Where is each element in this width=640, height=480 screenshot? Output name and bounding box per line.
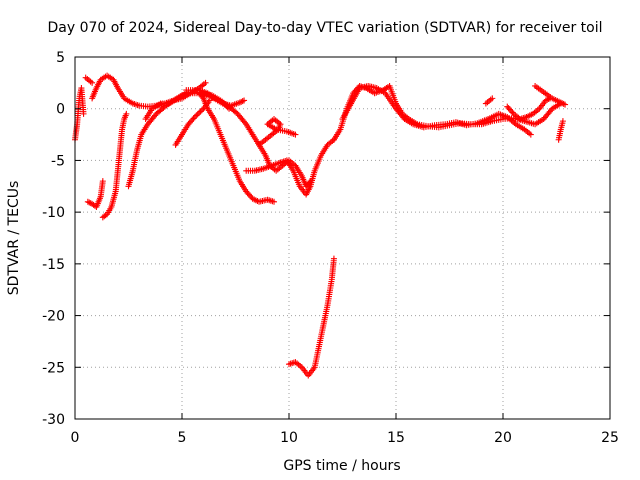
data-point [559, 100, 566, 107]
data-point [241, 97, 248, 104]
data-point [196, 109, 203, 116]
series-arc-09 [183, 87, 248, 109]
data-point [527, 131, 534, 138]
data-point [238, 98, 245, 105]
data-point [509, 109, 516, 116]
x-tick-label: 0 [71, 430, 80, 446]
y-tick-label: -30 [42, 412, 65, 428]
series-arc-12 [256, 116, 299, 148]
x-tick-label: 10 [280, 430, 298, 446]
data-point [84, 198, 91, 205]
data-point [542, 97, 549, 104]
data-point [193, 112, 200, 119]
data-point [202, 79, 209, 86]
chart-title: Day 070 of 2024, Sidereal Day-to-day VTE… [47, 20, 602, 36]
series-arc-18 [532, 82, 569, 108]
data-point [244, 189, 251, 196]
series-arc-19 [555, 118, 566, 143]
data-point [559, 118, 566, 125]
data-point [185, 121, 192, 128]
y-tick-label: 5 [56, 50, 65, 66]
data-point [562, 101, 569, 108]
data-point [186, 119, 193, 126]
axis-ticks [74, 56, 611, 420]
x-axis-label: GPS time / hours [283, 458, 400, 474]
plot-frame [74, 56, 611, 420]
series-arc-17 [504, 95, 554, 123]
data-marks [72, 72, 569, 379]
y-tick-label: -20 [42, 309, 65, 325]
data-point [187, 118, 194, 125]
data-point [199, 94, 206, 101]
data-point [247, 192, 254, 199]
data-point [160, 104, 167, 111]
data-point [243, 188, 250, 195]
x-tick-label: 25 [601, 430, 619, 446]
series-arc-05 [99, 110, 130, 221]
x-tick-label: 20 [494, 430, 512, 446]
data-point [99, 178, 106, 185]
grid [75, 57, 610, 419]
data-point [197, 108, 204, 115]
data-point [560, 100, 567, 107]
series-arc-01 [72, 85, 87, 143]
data-point [330, 255, 337, 262]
series-arc-11 [243, 136, 337, 198]
data-point [511, 120, 518, 127]
y-axis-label: SDTVAR / TECUs [6, 181, 22, 296]
data-point [86, 199, 93, 206]
data-point [557, 99, 564, 106]
data-point [292, 131, 299, 138]
data-point [233, 109, 240, 116]
data-point [206, 97, 213, 104]
data-point [544, 96, 551, 103]
data-point [508, 107, 515, 114]
series-arc-10 [196, 90, 278, 205]
x-tick-label: 5 [178, 430, 187, 446]
data-point [245, 191, 252, 198]
data-point [189, 116, 196, 123]
data-point [190, 115, 197, 122]
y-tick-label: -25 [42, 360, 65, 376]
y-tick-label: -15 [42, 257, 65, 273]
x-tick-label: 15 [387, 430, 405, 446]
data-point [505, 105, 512, 112]
data-point [198, 107, 205, 114]
data-point [89, 79, 96, 86]
series-arc-15 [339, 82, 534, 138]
series-arc-16 [482, 95, 496, 107]
data-point [489, 95, 496, 102]
data-point [191, 113, 198, 120]
y-tick-label: -5 [51, 153, 65, 169]
data-point [80, 110, 87, 117]
series-arc-03 [84, 178, 106, 210]
data-point [194, 111, 201, 118]
data-point [239, 98, 246, 105]
series-arc-02 [82, 74, 96, 86]
data-point [506, 106, 513, 113]
data-point [123, 110, 130, 117]
y-tick-labels: 5 0 -5 -10 -15 -20 -25 -30 [42, 50, 65, 428]
series-arc-13 [286, 255, 337, 379]
data-point [504, 103, 511, 110]
x-tick-labels: 0 5 10 15 20 25 [71, 430, 619, 446]
y-tick-label: -10 [42, 205, 65, 221]
y-tick-label: 0 [56, 102, 65, 118]
data-point [236, 99, 243, 106]
data-point [271, 198, 278, 205]
